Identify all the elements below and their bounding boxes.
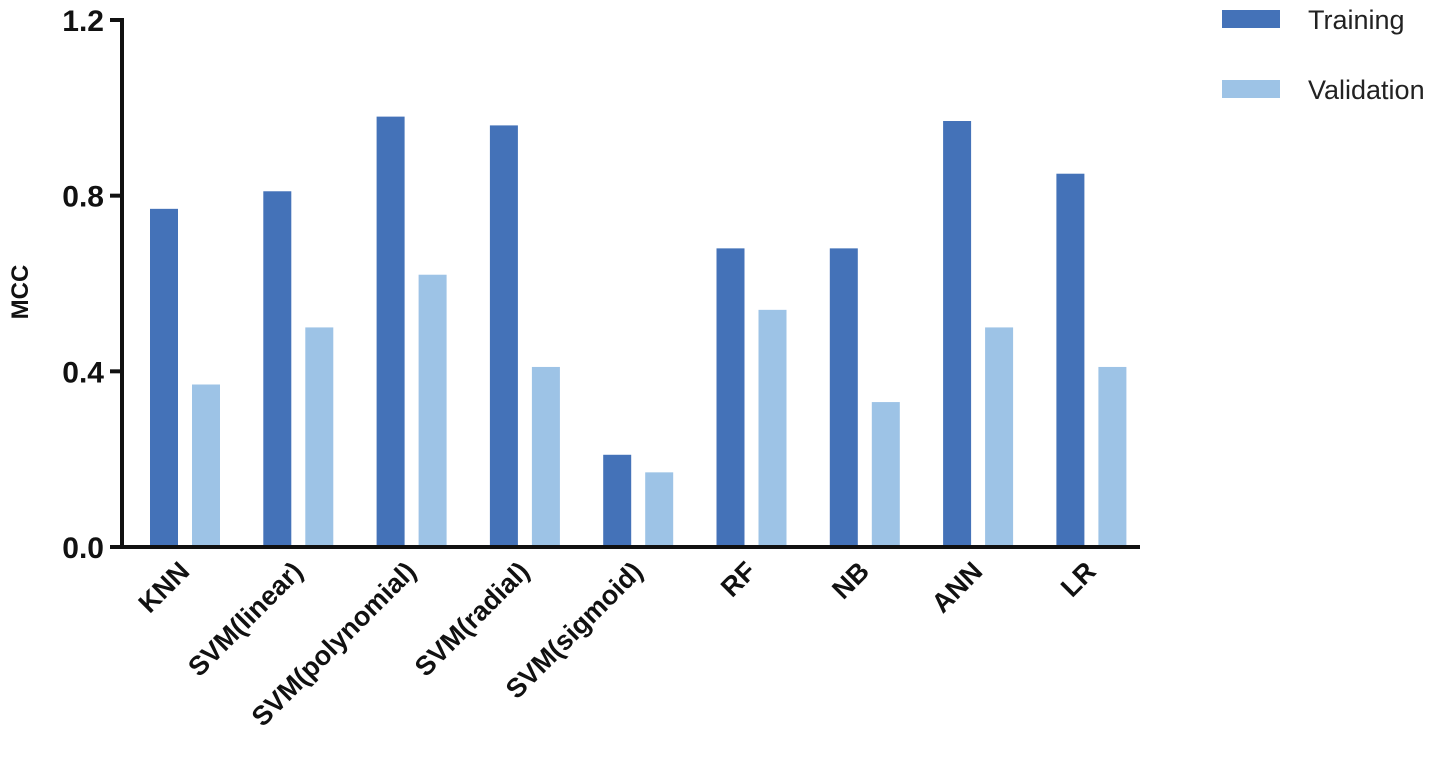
bar-training-8 xyxy=(1056,173,1085,548)
bar-validation-7 xyxy=(985,327,1014,547)
bar-validation-5 xyxy=(758,309,787,547)
bar-training-3 xyxy=(489,125,518,548)
legend-label-validation: Validation xyxy=(1308,75,1425,105)
y-tick-label: 1.2 xyxy=(62,5,104,38)
x-category-label: LR xyxy=(1055,556,1102,603)
legend-swatch-training xyxy=(1222,10,1280,28)
legend: Training Validation xyxy=(1222,5,1425,105)
y-tick-label: 0.4 xyxy=(62,356,104,389)
bar-validation-3 xyxy=(531,366,560,547)
x-category-label: NB xyxy=(826,556,875,605)
bar-validation-4 xyxy=(645,472,674,547)
bar-validation-2 xyxy=(418,274,447,547)
x-category-label: SVM(radial) xyxy=(409,556,535,682)
x-category-label: ANN xyxy=(926,556,989,619)
y-tick-label: 0.8 xyxy=(62,181,104,214)
x-labels-group: KNNSVM(linear)SVM(polynomial)SVM(radial)… xyxy=(133,556,1102,732)
bar-training-0 xyxy=(150,208,178,547)
bar-validation-8 xyxy=(1098,366,1127,547)
bar-training-1 xyxy=(263,191,292,547)
bar-training-2 xyxy=(376,116,405,547)
bar-training-5 xyxy=(716,248,745,547)
bar-training-4 xyxy=(603,454,632,547)
bar-validation-6 xyxy=(871,402,900,547)
x-category-label: RF xyxy=(715,556,762,603)
bar-training-6 xyxy=(829,248,858,547)
bars-group xyxy=(150,116,1127,548)
legend-label-training: Training xyxy=(1308,5,1405,35)
x-category-label: KNN xyxy=(133,556,196,619)
bar-validation-1 xyxy=(305,327,334,547)
y-ticks-group: 0.0 0.4 0.8 1.2 xyxy=(62,5,122,565)
bar-validation-0 xyxy=(192,384,220,547)
y-axis-title: MCC xyxy=(7,265,34,320)
x-category-label: SVM(linear) xyxy=(182,556,308,682)
bar-training-7 xyxy=(943,121,972,547)
legend-swatch-validation xyxy=(1222,80,1280,98)
y-tick-label: 0.0 xyxy=(62,532,104,565)
